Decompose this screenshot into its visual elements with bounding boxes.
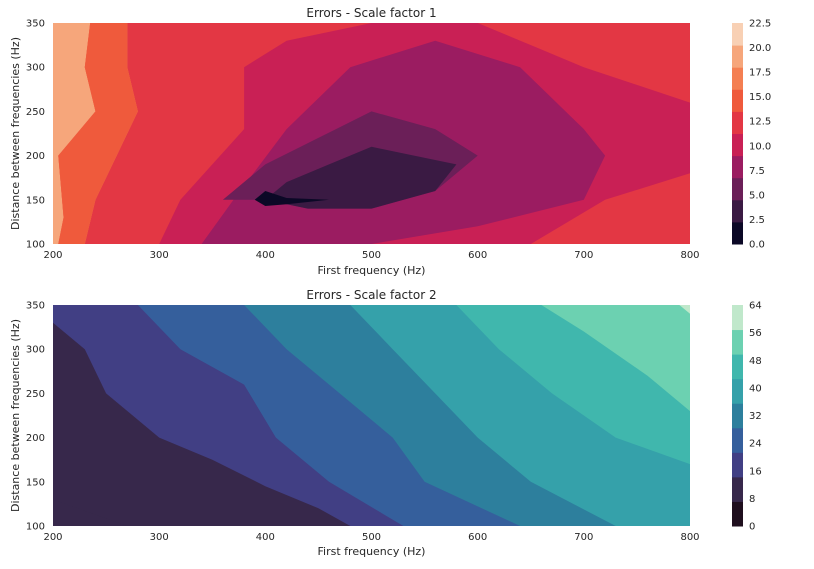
- y-tick-label: 350: [26, 19, 45, 30]
- colorbar-segment: [732, 177, 743, 201]
- colorbar-segment: [732, 329, 743, 355]
- x-tick-label: 800: [680, 250, 699, 261]
- colorbar-1: 0.0 2.5 5.0 7.5 10.0 12.5 15.0 17.5 20.0 22.5: [732, 19, 771, 251]
- contour-region-1-6: [265, 146, 457, 209]
- colorbar-segment: [732, 67, 743, 90]
- colorbar-tick-label: 24: [749, 439, 762, 450]
- y-tick-label: 200: [26, 151, 45, 162]
- colorbar-segment: [732, 305, 743, 331]
- colorbar-tick-label: 32: [749, 411, 762, 422]
- colorbar-tick-label: 64: [749, 301, 762, 312]
- contour-region-2-6: [541, 305, 690, 412]
- y-tick-label: 250: [26, 107, 45, 118]
- x-tick-label: 300: [150, 250, 169, 261]
- panel-2: Errors - Scale factor 2 200 300 400 500 600 7…: [9, 288, 762, 558]
- colorbar-segment: [732, 23, 743, 46]
- colorbar-segment: [732, 89, 743, 112]
- colorbar-tick-label: 48: [749, 356, 762, 367]
- colorbar-tick-label: 5.0: [749, 190, 765, 201]
- panel-1: Errors - Scale factor 1 200 300 400 500 600 7…: [9, 6, 771, 277]
- y-tick-label: 150: [26, 195, 45, 206]
- contour-regions-2: [53, 305, 690, 526]
- x-tick-label: 400: [256, 250, 275, 261]
- colorbar-tick-label: 0.0: [749, 240, 765, 251]
- chart-2-title: Errors - Scale factor 2: [306, 288, 436, 302]
- chart-1-title: Errors - Scale factor 1: [306, 6, 436, 20]
- y-axis-label-2: Distance between frequencies (Hz): [9, 319, 22, 512]
- x-tick-label: 800: [680, 532, 699, 543]
- colorbar-tick-label: 0: [749, 522, 755, 533]
- colorbar-tick-label: 8: [749, 494, 755, 505]
- colorbar-tick-label: 2.5: [749, 215, 765, 226]
- y-tick-label: 300: [26, 345, 45, 356]
- x-tick-label: 600: [468, 532, 487, 543]
- colorbar-tick-label: 15.0: [749, 92, 771, 103]
- colorbar-segment: [732, 155, 743, 179]
- colorbar-segment: [732, 45, 743, 68]
- contour-regions-1: [53, 23, 690, 244]
- colorbar-segment: [732, 378, 743, 404]
- contour-region-1-7: [254, 191, 329, 206]
- x-tick-label: 200: [43, 532, 62, 543]
- x-tick-label: 700: [574, 532, 593, 543]
- colorbar-tick-label: 17.5: [749, 68, 771, 79]
- contour-region-1-0: [53, 23, 96, 244]
- x-tick-label: 500: [362, 532, 381, 543]
- colorbar-segment: [732, 476, 743, 502]
- colorbar-tick-label: 12.5: [749, 117, 771, 128]
- y-tick-label: 350: [26, 301, 45, 312]
- colorbar-segment: [732, 354, 743, 380]
- y-tick-label: 250: [26, 389, 45, 400]
- x-tick-label: 700: [574, 250, 593, 261]
- y-tick-label: 200: [26, 433, 45, 444]
- colorbar-tick-label: 10.0: [749, 141, 771, 152]
- colorbar-segment: [732, 403, 743, 429]
- y-ticks-2: 100 150 200 250 300 350: [26, 301, 45, 533]
- x-axis-label-1: First frequency (Hz): [318, 264, 426, 277]
- colorbar-tick-label: 16: [749, 466, 762, 477]
- y-tick-label: 300: [26, 63, 45, 74]
- x-ticks-2: 200 300 400 500 600 700 800: [43, 532, 699, 543]
- colorbar-tick-label: 20.0: [749, 43, 771, 54]
- colorbar-segment: [732, 221, 743, 245]
- contour-region-1-2: [53, 23, 138, 244]
- y-ticks-1: 100 150 200 250 300 350: [26, 19, 45, 251]
- x-tick-label: 200: [43, 250, 62, 261]
- colorbar-tick-label: 22.5: [749, 19, 771, 30]
- y-tick-label: 150: [26, 477, 45, 488]
- colorbar-tick-label: 40: [749, 383, 762, 394]
- colorbar-tick-label: 7.5: [749, 166, 765, 177]
- colorbar-segment: [732, 199, 743, 223]
- colorbar-segment: [732, 427, 743, 453]
- y-tick-label: 100: [26, 240, 45, 251]
- colorbar-segment: [732, 111, 743, 134]
- x-axis-label-2: First frequency (Hz): [318, 545, 426, 558]
- x-tick-label: 300: [150, 532, 169, 543]
- colorbar-2: 0 8 16 24 32 40 48 56 64: [732, 301, 762, 533]
- colorbar-segment: [732, 501, 743, 527]
- contour-region-2-7: [679, 305, 690, 314]
- x-tick-label: 400: [256, 532, 275, 543]
- colorbar-segment: [732, 133, 743, 157]
- y-tick-label: 100: [26, 522, 45, 533]
- x-tick-label: 600: [468, 250, 487, 261]
- x-ticks-1: 200 300 400 500 600 700 800: [43, 250, 699, 261]
- x-tick-label: 500: [362, 250, 381, 261]
- colorbar-tick-label: 56: [749, 328, 762, 339]
- y-axis-label-1: Distance between frequencies (Hz): [9, 37, 22, 230]
- colorbar-segment: [732, 452, 743, 478]
